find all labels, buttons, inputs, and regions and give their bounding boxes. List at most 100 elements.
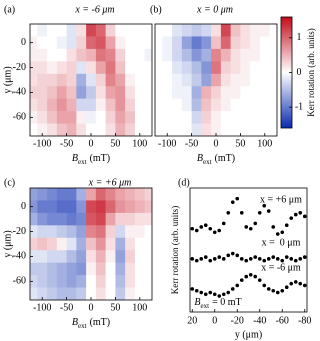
heatmap-cell (181, 61, 192, 75)
heatmap-cell (125, 275, 136, 288)
heatmap-cell (220, 123, 231, 136)
heatmap-cell (56, 61, 67, 75)
heatmap-cell (220, 111, 231, 124)
heatmap-cell (155, 48, 163, 62)
heatmap-cell (47, 212, 58, 226)
heatmap-cell (115, 212, 126, 226)
heatmap-cell (95, 98, 106, 112)
y-tick-label: 0 (21, 37, 26, 48)
data-point (280, 230, 285, 235)
heatmap-cell (56, 24, 67, 37)
heatmap-cell (201, 61, 212, 75)
heatmap-cell (144, 237, 152, 251)
heatmap-cell (76, 250, 87, 263)
heatmap-cell (230, 98, 241, 112)
heatmap-cell (95, 48, 106, 62)
heatmap-cell (105, 98, 116, 112)
heatmap (30, 188, 152, 300)
label-symbol: B (72, 153, 78, 164)
heatmap-cell (115, 73, 126, 87)
heatmap-cell (56, 98, 67, 112)
heatmap-cell (134, 111, 145, 124)
heatmap-cell (201, 98, 212, 112)
x-tick-label: 0 (89, 302, 94, 313)
heatmap-cell (144, 123, 152, 136)
heatmap-cell (115, 36, 126, 50)
heatmap-cell (259, 24, 270, 37)
colorbar-tick-label: 1 (297, 32, 302, 43)
heatmap-cell (155, 123, 163, 136)
heatmap-cell (269, 123, 277, 136)
heatmap-cell (56, 250, 67, 263)
x-tick-label: -80 (298, 315, 311, 326)
heatmap-cell (56, 237, 67, 251)
heatmap-cell (115, 24, 126, 37)
x-tick-label: -50 (185, 138, 198, 149)
x-tick-label: -100 (158, 138, 176, 149)
heatmap-cell (269, 111, 277, 124)
heatmap-cell (30, 86, 38, 99)
heatmap-cell (30, 73, 38, 87)
data-point (302, 283, 307, 288)
x-tick-label: 20 (187, 315, 197, 326)
panel-label: (a) (4, 4, 15, 15)
heatmap-cell (56, 212, 67, 226)
heatmap-cell (172, 111, 183, 124)
heatmap-cell (86, 250, 97, 263)
y-tick-label: -60 (13, 276, 26, 287)
heatmap-cell (134, 86, 145, 99)
data-point (302, 214, 307, 219)
data-point (235, 283, 240, 288)
axis-label: Bext (mT) (197, 153, 235, 165)
data-point (257, 278, 262, 282)
data-point (284, 255, 289, 259)
heatmap-cell (95, 287, 106, 300)
heatmap-cell (259, 98, 270, 112)
heatmap-cell (30, 200, 38, 214)
data-point (199, 225, 204, 229)
data-point (275, 232, 280, 236)
label-rest: (mT) (215, 153, 236, 164)
heatmap-cell (134, 24, 145, 37)
heatmap-cell (230, 123, 241, 136)
heatmap-cell (76, 188, 87, 201)
heatmap-cell (56, 188, 67, 201)
y-tick-label: 0 (21, 201, 26, 212)
heatmap-cell (162, 111, 173, 124)
heatmap-cell (125, 98, 136, 112)
heatmap-cell (144, 200, 152, 214)
heatmap-cell (269, 98, 277, 112)
data-point (275, 290, 280, 295)
heatmap-cell (115, 123, 126, 136)
data-point (253, 274, 258, 279)
data-point (190, 226, 195, 231)
heatmap-cell (66, 200, 77, 214)
heatmap-cell (76, 98, 87, 112)
heatmap-cell (30, 48, 38, 62)
heatmap-cell (115, 111, 126, 124)
y-tick-label: -40 (13, 251, 26, 262)
heatmap-cell (37, 237, 48, 251)
x-tick-label: 0 (89, 138, 94, 149)
heatmap-cell (191, 111, 202, 124)
heatmap-cell (134, 98, 145, 112)
heatmap-cell (134, 237, 145, 251)
heatmap-cell (134, 123, 145, 136)
heatmap-cell (125, 200, 136, 214)
heatmap-cell (47, 36, 58, 50)
heatmap-cell (76, 237, 87, 251)
heatmap-cell (66, 123, 77, 136)
data-point (230, 287, 235, 291)
heatmap-cell (230, 61, 241, 75)
heatmap-cell (115, 48, 126, 62)
heatmap-cell (86, 275, 97, 288)
heatmap-cell (211, 73, 222, 87)
data-point (280, 258, 285, 263)
heatmap-cell (76, 212, 87, 226)
heatmap-cell (240, 98, 251, 112)
heatmap-cell (105, 48, 116, 62)
data-point (262, 258, 267, 263)
data-point (239, 211, 244, 215)
heatmap-cell (105, 250, 116, 263)
